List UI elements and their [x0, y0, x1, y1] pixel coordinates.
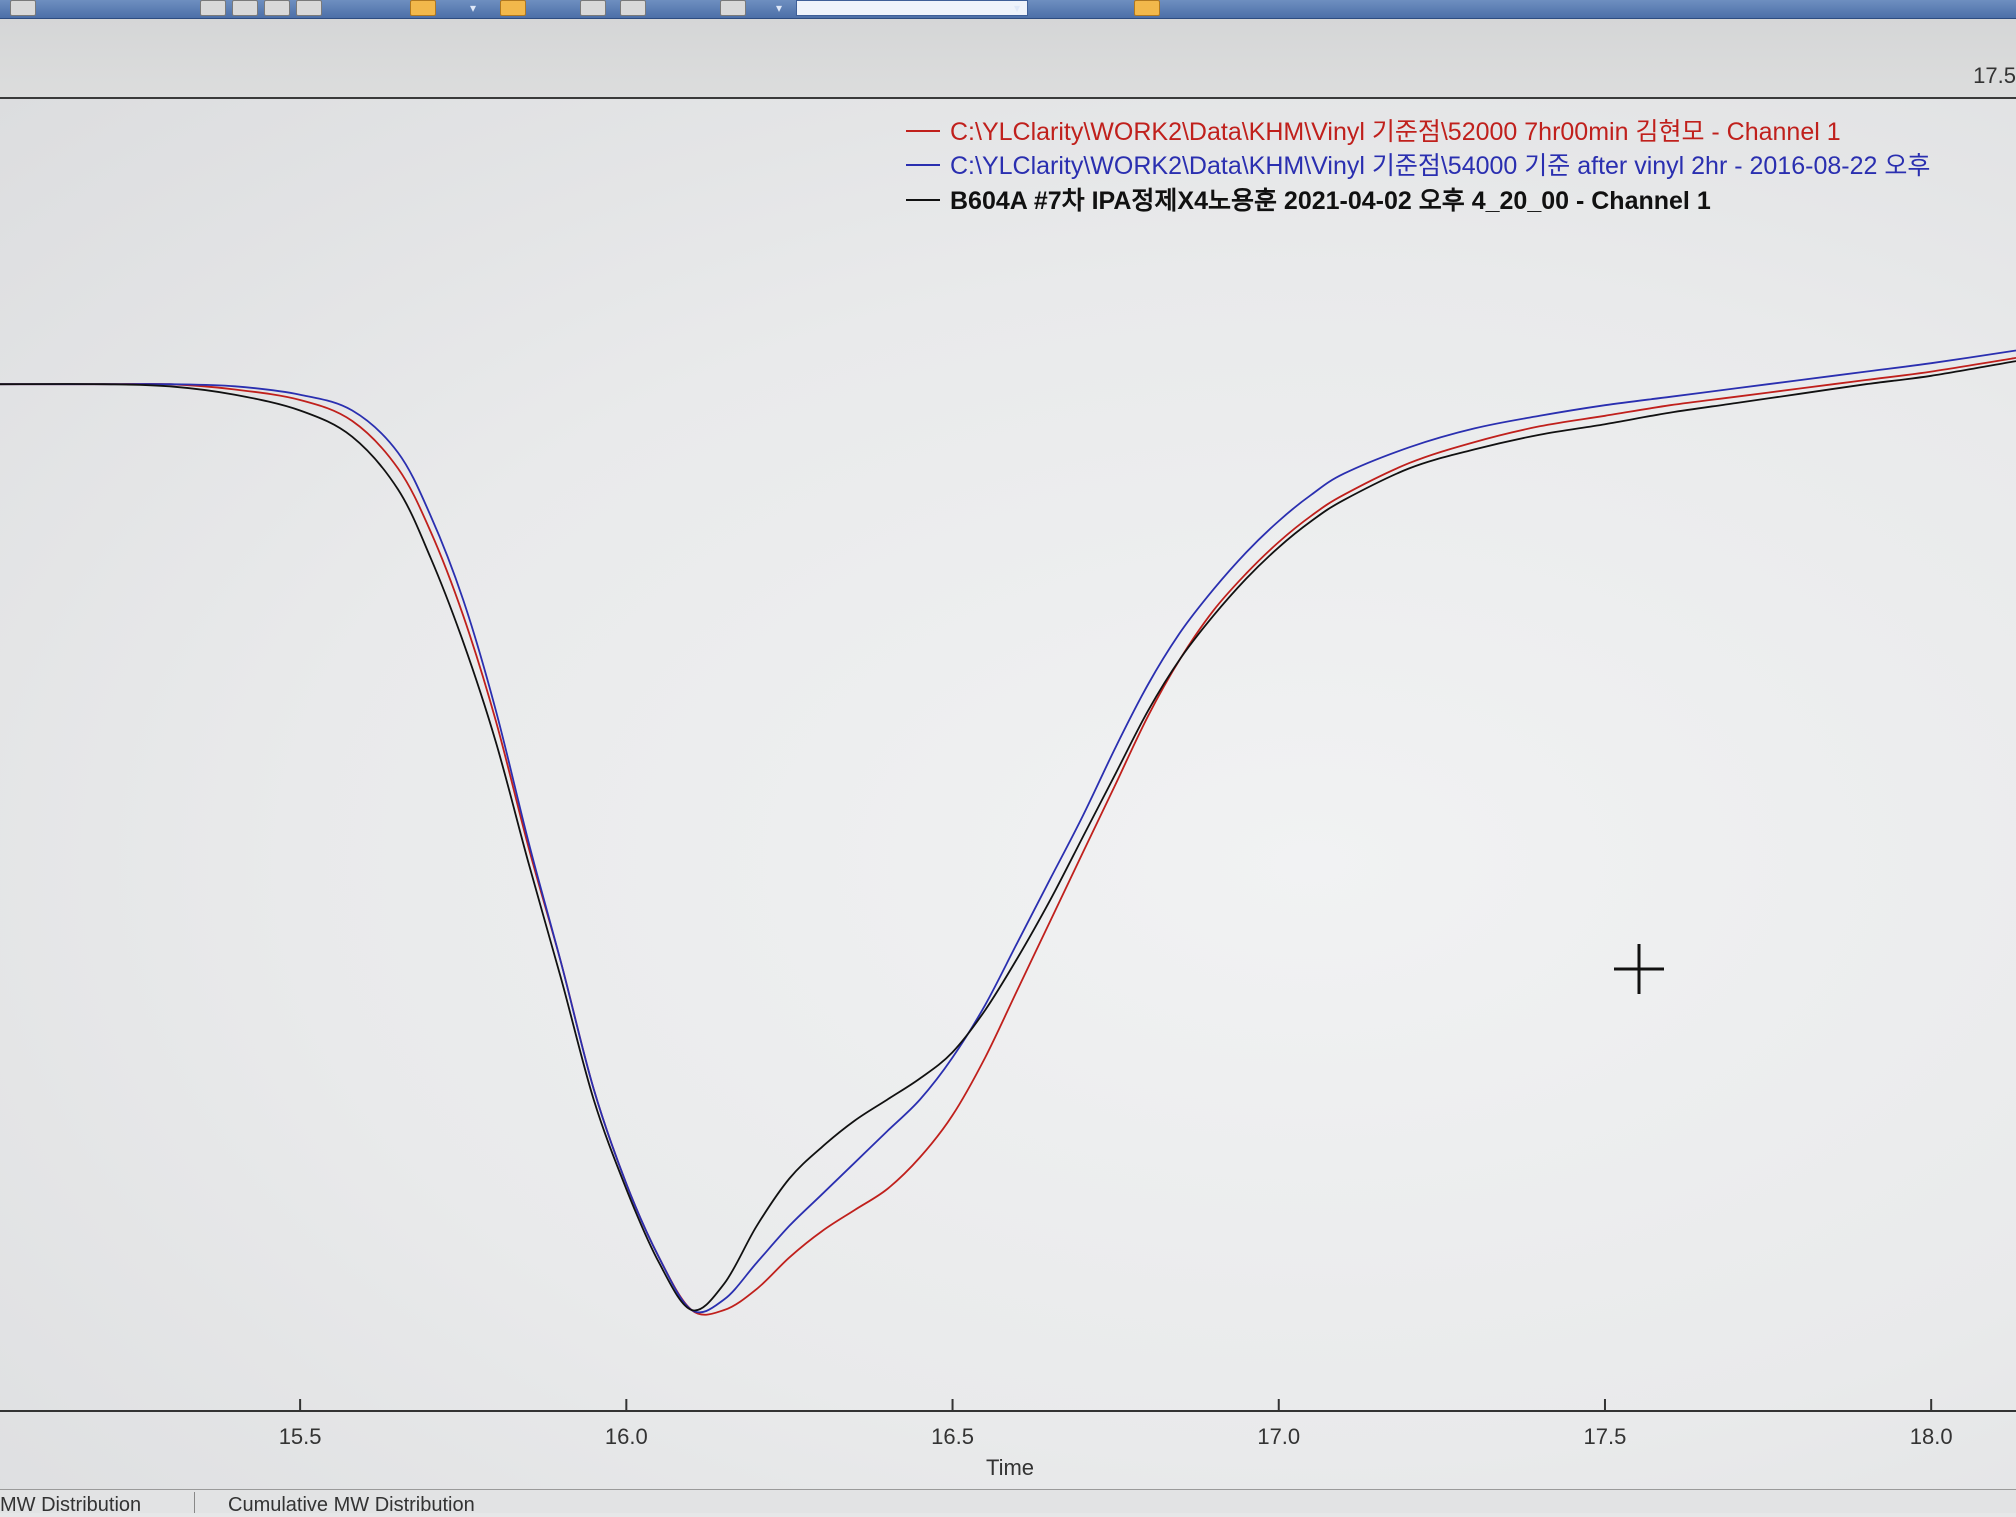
tab-cumulative-mw-distribution[interactable]: Cumulative MW Distribution — [228, 1494, 475, 1516]
toolbar-button-3[interactable] — [620, 0, 646, 16]
x-tick-label-2: 16.0 — [605, 1424, 648, 1449]
toolbar-button-highlight-3[interactable] — [1134, 0, 1160, 16]
zoom-in-icon[interactable] — [200, 0, 226, 16]
x-axis-ticks: 15.5 16.0 16.5 17.0 17.5 18.0 — [279, 1399, 1953, 1449]
legend: C:\YLClarity\WORK2\Data\KHM\Vinyl 기준점\52… — [906, 118, 1930, 215]
toolbar-button-2[interactable] — [580, 0, 606, 16]
cursor-icon[interactable] — [296, 0, 322, 16]
bottom-tab-bar: MW Distribution Cumulative MW Distributi… — [0, 1489, 2016, 1516]
toolbar-combo-box[interactable] — [796, 0, 1028, 16]
x-tick-label-1: 15.5 — [279, 1424, 322, 1449]
x-tick-label-3: 16.5 — [931, 1424, 974, 1449]
x-tick-label-4: 17.0 — [1257, 1424, 1300, 1449]
legend-entry-1: C:\YLClarity\WORK2\Data\KHM\Vinyl 기준점\52… — [950, 118, 1841, 146]
legend-entry-3: B604A #7차 IPA정제X4노용훈 2021-04-02 오후 4_20_… — [950, 187, 1711, 215]
tab-separator — [194, 1492, 195, 1513]
chart-header-strip: 17.5 — [0, 19, 2016, 99]
header-corner-value: 17.5 — [1973, 63, 2016, 88]
toolbar-button-1[interactable] — [10, 0, 36, 16]
x-tick-label-6: 18.0 — [1910, 1424, 1953, 1449]
toolbar: ▾ ▾ ▾ — [0, 0, 2016, 19]
zoom-reset-icon[interactable] — [264, 0, 290, 16]
chromatogram-chart[interactable]: C:\YLClarity\WORK2\Data\KHM\Vinyl 기준점\52… — [0, 99, 2016, 1489]
dropdown-arrow-icon[interactable]: ▾ — [470, 1, 477, 15]
series-line-3 — [0, 360, 2016, 1312]
toolbar-button-highlight-2[interactable] — [500, 0, 526, 16]
toolbar-button-4[interactable] — [720, 0, 746, 16]
x-axis-label: Time — [986, 1455, 1034, 1480]
dropdown-arrow-icon[interactable]: ▾ — [776, 1, 783, 15]
series-line-1 — [0, 357, 2016, 1316]
x-tick-label-5: 17.5 — [1584, 1424, 1627, 1449]
legend-entry-2: C:\YLClarity\WORK2\Data\KHM\Vinyl 기준점\54… — [950, 152, 1930, 180]
crosshair-icon — [1614, 944, 1664, 994]
series-line-2 — [0, 349, 2016, 1314]
toolbar-button-highlight-1[interactable] — [410, 0, 436, 16]
plot-area[interactable]: C:\YLClarity\WORK2\Data\KHM\Vinyl 기준점\52… — [0, 99, 2016, 1489]
tab-mw-distribution[interactable]: MW Distribution — [0, 1494, 142, 1516]
dropdown-arrow-icon[interactable]: ▾ — [1014, 1, 1021, 15]
zoom-out-icon[interactable] — [232, 0, 258, 16]
series-layer — [0, 349, 2016, 1316]
